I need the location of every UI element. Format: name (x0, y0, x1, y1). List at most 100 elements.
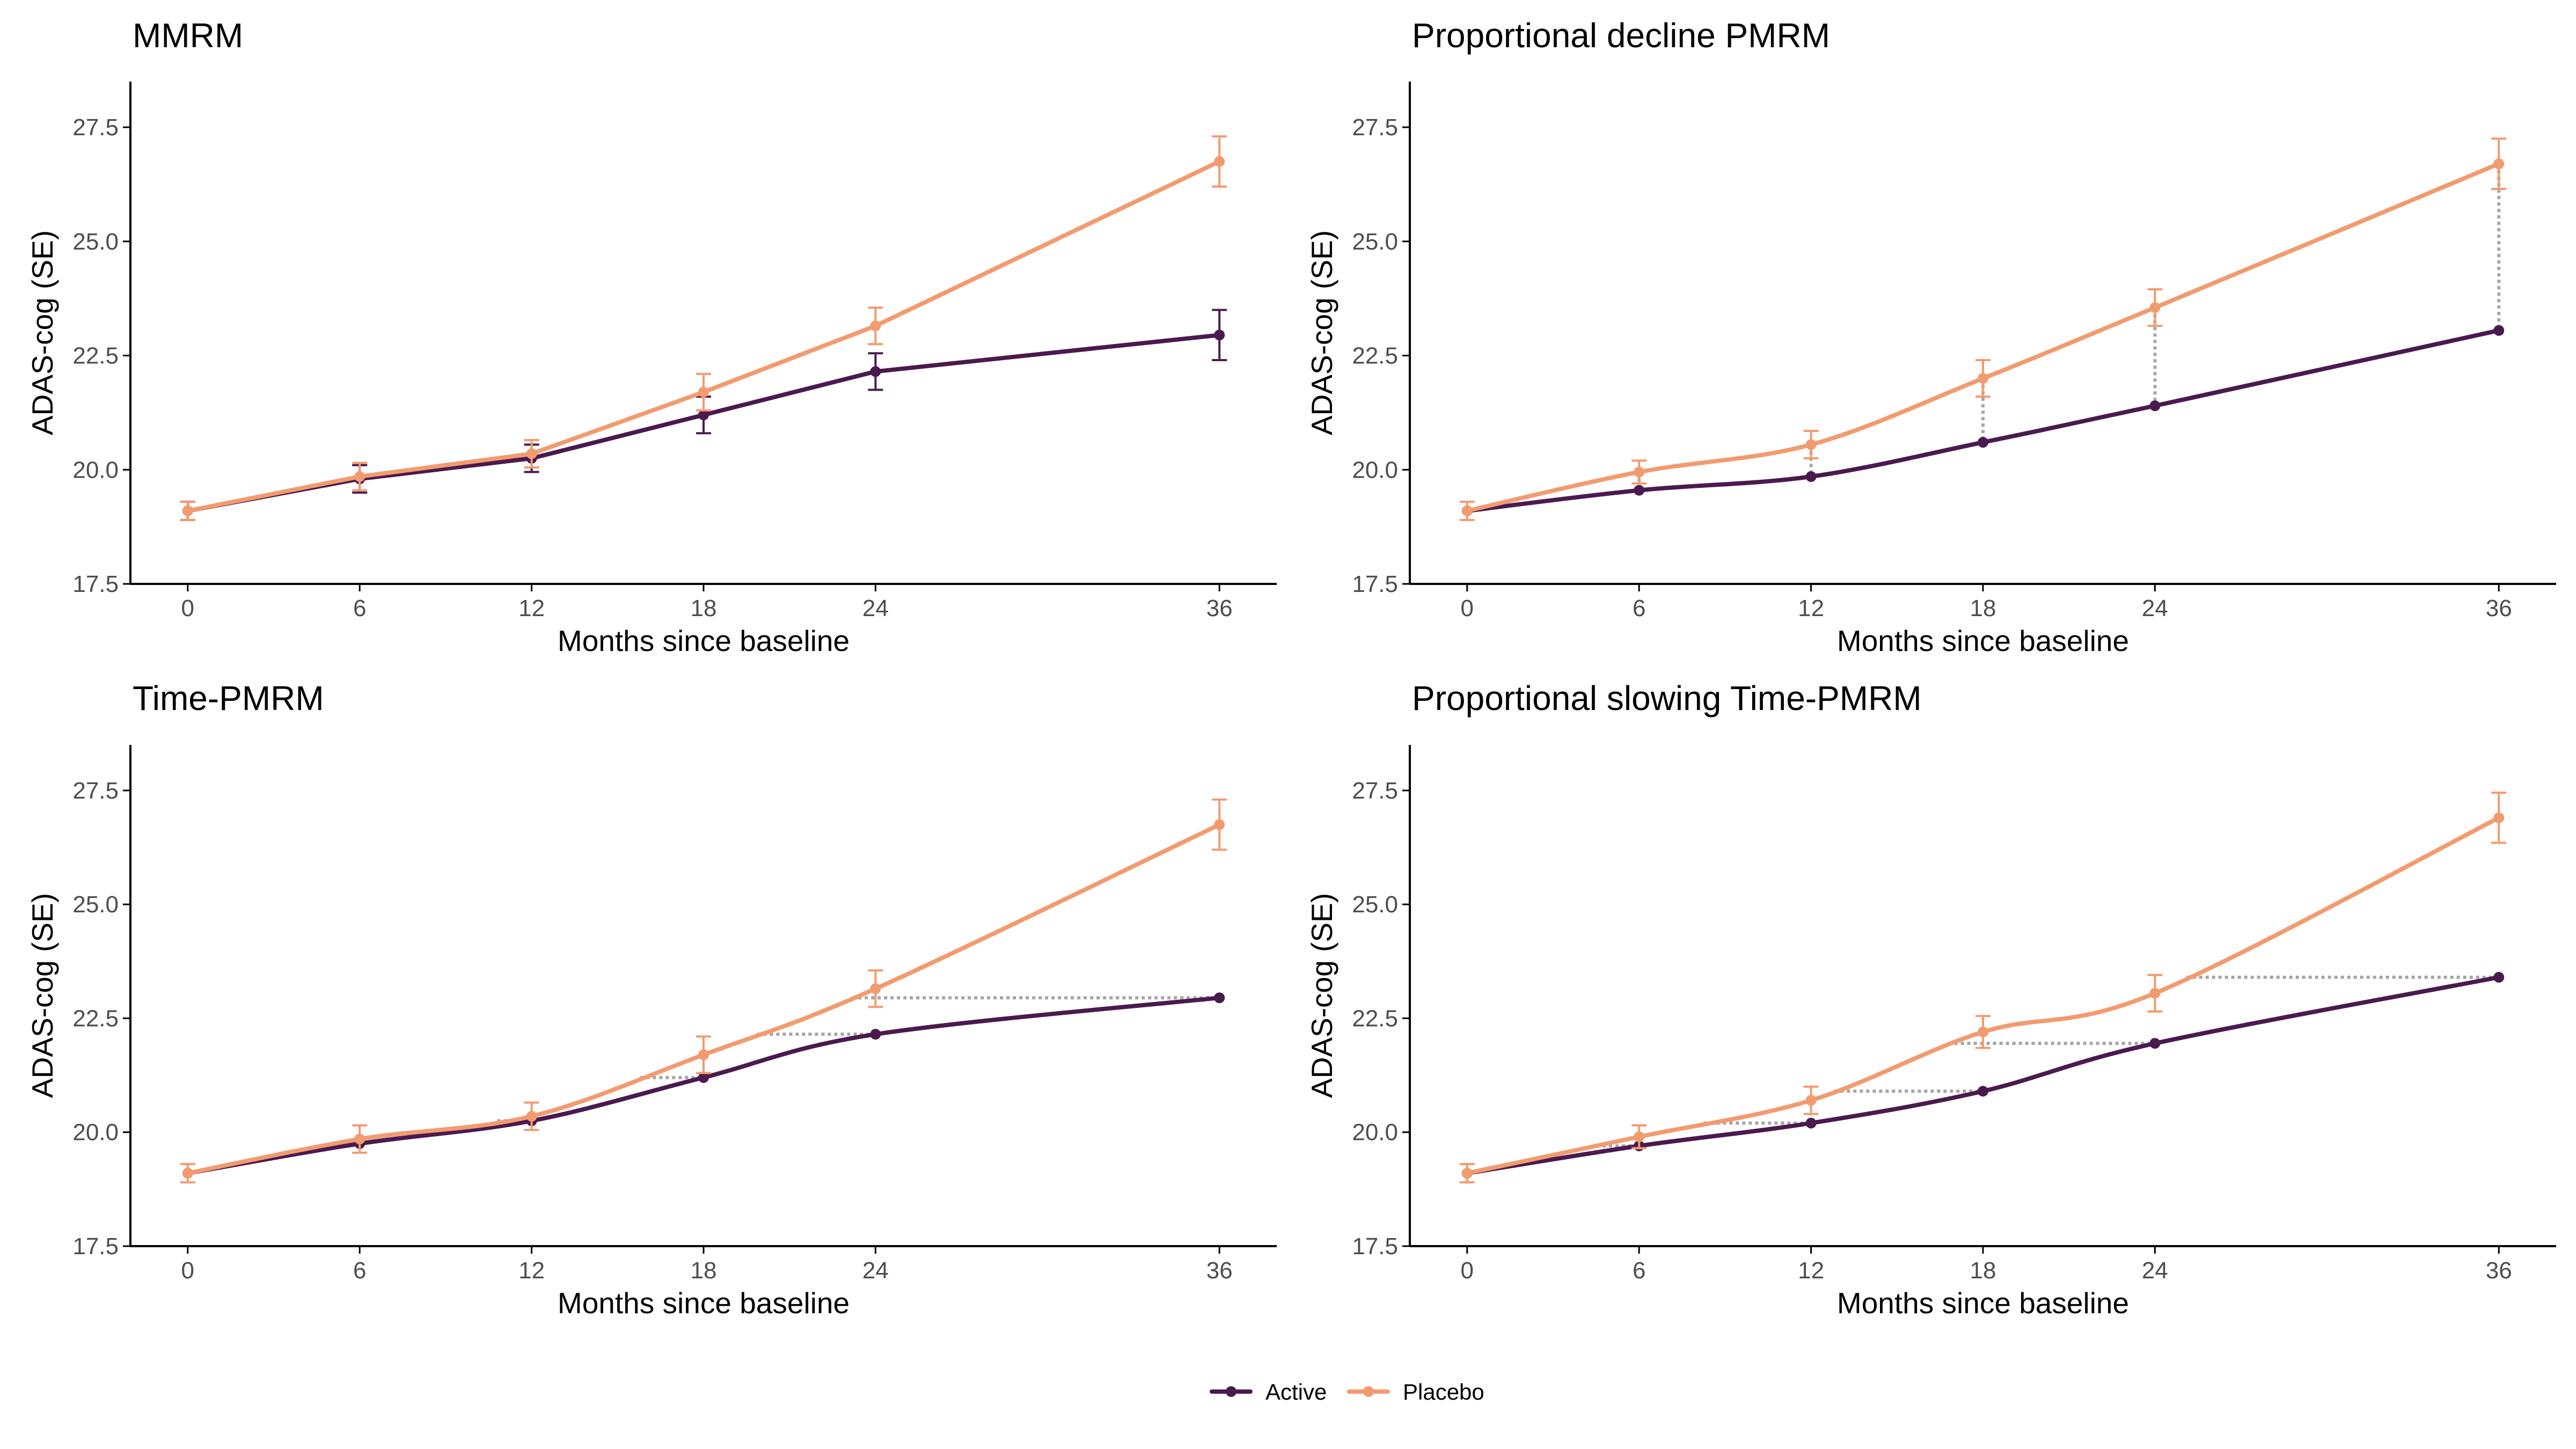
data-point-active (1214, 330, 1225, 341)
legend-label-active: Active (1265, 1379, 1327, 1404)
series-placebo (1459, 792, 2507, 1184)
data-point-placebo (526, 1111, 537, 1122)
y-tick-label: 25.0 (72, 891, 119, 918)
x-tick-label: 18 (691, 1257, 717, 1284)
y-tick-label: 22.5 (72, 343, 119, 369)
panel-3: Time-PMRM 17.5 20.0 22.5 25.0 27.5 0 6 12 18 24 36 M… (26, 679, 1277, 1320)
legend-key-point-active (1226, 1386, 1236, 1397)
x-tick-label: 18 (691, 595, 717, 621)
panel-2: Proportional decline PMRM 17.5 20.0 22.5 25.… (1305, 16, 2556, 657)
y-tick-label: 22.5 (1352, 1005, 1398, 1031)
y-axis-label: ADAS-cog (SE) (1305, 230, 1338, 435)
x-tick-label: 0 (1461, 1257, 1474, 1284)
data-point-placebo (2493, 812, 2505, 823)
x-axis-label: Months since baseline (558, 1286, 850, 1320)
data-point-placebo (182, 505, 193, 516)
data-point-placebo (354, 471, 365, 482)
data-point-placebo (1461, 1168, 1473, 1179)
x-axis-label: Months since baseline (558, 624, 850, 657)
data-point-active (1634, 485, 1645, 496)
data-point-active (2493, 972, 2505, 983)
data-point-placebo (1978, 1026, 1988, 1037)
x-tick-label: 18 (1970, 595, 1996, 621)
y-tick-label: 22.5 (1352, 343, 1398, 369)
x-tick-label: 36 (1206, 1257, 1233, 1284)
x-tick-label: 18 (1970, 1257, 1996, 1284)
x-tick-label: 0 (1461, 595, 1474, 621)
data-point-placebo (526, 448, 537, 459)
x-tick-label: 24 (862, 1257, 889, 1284)
data-point-active (2493, 325, 2505, 336)
y-tick-label: 25.0 (1352, 229, 1398, 255)
y-tick-label: 17.5 (1352, 571, 1398, 597)
x-axis-label: Months since baseline (1837, 1286, 2129, 1320)
x-tick-label: 6 (353, 595, 366, 621)
panel-title: Time-PMRM (133, 679, 324, 718)
x-tick-label: 6 (1633, 595, 1645, 621)
data-point-placebo (1634, 1131, 1645, 1143)
x-tick-label: 24 (862, 595, 889, 621)
y-tick-label: 17.5 (72, 1233, 119, 1260)
y-tick-label: 27.5 (72, 778, 119, 804)
x-tick-label: 12 (1798, 1257, 1824, 1284)
y-tick-label: 22.5 (72, 1005, 119, 1031)
data-point-active (698, 409, 709, 421)
series-placebo (1459, 137, 2507, 521)
data-point-placebo (2149, 987, 2161, 999)
series-line-active (1465, 328, 2501, 513)
panel-title: MMRM (133, 16, 243, 55)
series-line-placebo (185, 822, 1222, 1176)
y-tick-label: 17.5 (72, 571, 119, 597)
series-active (180, 309, 1227, 521)
x-tick-label: 0 (181, 1257, 194, 1284)
x-tick-label: 12 (518, 1257, 545, 1284)
x-tick-label: 36 (2486, 1257, 2512, 1284)
x-axis-label: Months since baseline (1837, 624, 2129, 657)
data-point-placebo (1978, 373, 1988, 384)
panel-1: MMRM 17.5 20.0 22.5 25.0 27.5 0 6 12 18 24 36 Months… (26, 16, 1277, 657)
data-point-active (2149, 1038, 2161, 1049)
x-tick-label: 24 (2142, 1257, 2168, 1284)
x-tick-label: 12 (1798, 595, 1824, 621)
data-point-placebo (1805, 1095, 1817, 1106)
data-point-placebo (870, 983, 881, 994)
x-tick-label: 12 (518, 595, 545, 621)
series-placebo (180, 798, 1227, 1184)
series-line-active (185, 996, 1222, 1176)
legend-label-placebo: Placebo (1403, 1379, 1484, 1404)
y-tick-label: 27.5 (1352, 114, 1398, 141)
data-point-active (1978, 437, 1988, 448)
panel-4: Proportional slowing Time-PMRM 17.5 20.0 22… (1305, 679, 2556, 1320)
y-axis-label: ADAS-cog (SE) (1305, 893, 1338, 1098)
data-point-placebo (354, 1133, 365, 1145)
panel-title: Proportional decline PMRM (1412, 16, 1830, 55)
data-point-active (1805, 471, 1817, 482)
data-point-active (2149, 400, 2161, 412)
series-active (1461, 972, 2505, 1179)
data-point-active (1978, 1086, 1988, 1097)
data-point-placebo (1805, 439, 1817, 450)
series-placebo (180, 135, 1227, 521)
y-axis-label: ADAS-cog (SE) (26, 893, 59, 1098)
data-point-placebo (2149, 302, 2161, 313)
x-tick-label: 6 (353, 1257, 366, 1284)
y-tick-label: 25.0 (1352, 891, 1398, 918)
data-point-placebo (1214, 819, 1225, 830)
x-tick-label: 36 (2486, 595, 2512, 621)
series-line-placebo (1465, 815, 2501, 1176)
legend: Active Placebo (1210, 1379, 1484, 1404)
data-point-placebo (870, 320, 881, 332)
y-tick-label: 20.0 (72, 1119, 119, 1146)
x-tick-label: 24 (2142, 595, 2168, 621)
data-point-active (698, 1072, 709, 1083)
data-point-placebo (1214, 156, 1225, 167)
data-point-active (1805, 1117, 1817, 1129)
data-point-placebo (2493, 158, 2505, 170)
series-line-active (1465, 975, 2501, 1176)
data-point-placebo (182, 1168, 193, 1179)
y-tick-label: 27.5 (72, 114, 119, 141)
x-tick-label: 6 (1633, 1257, 1645, 1284)
series-line-placebo (185, 159, 1222, 513)
data-point-active (1214, 992, 1225, 1004)
data-point-active (870, 366, 881, 377)
